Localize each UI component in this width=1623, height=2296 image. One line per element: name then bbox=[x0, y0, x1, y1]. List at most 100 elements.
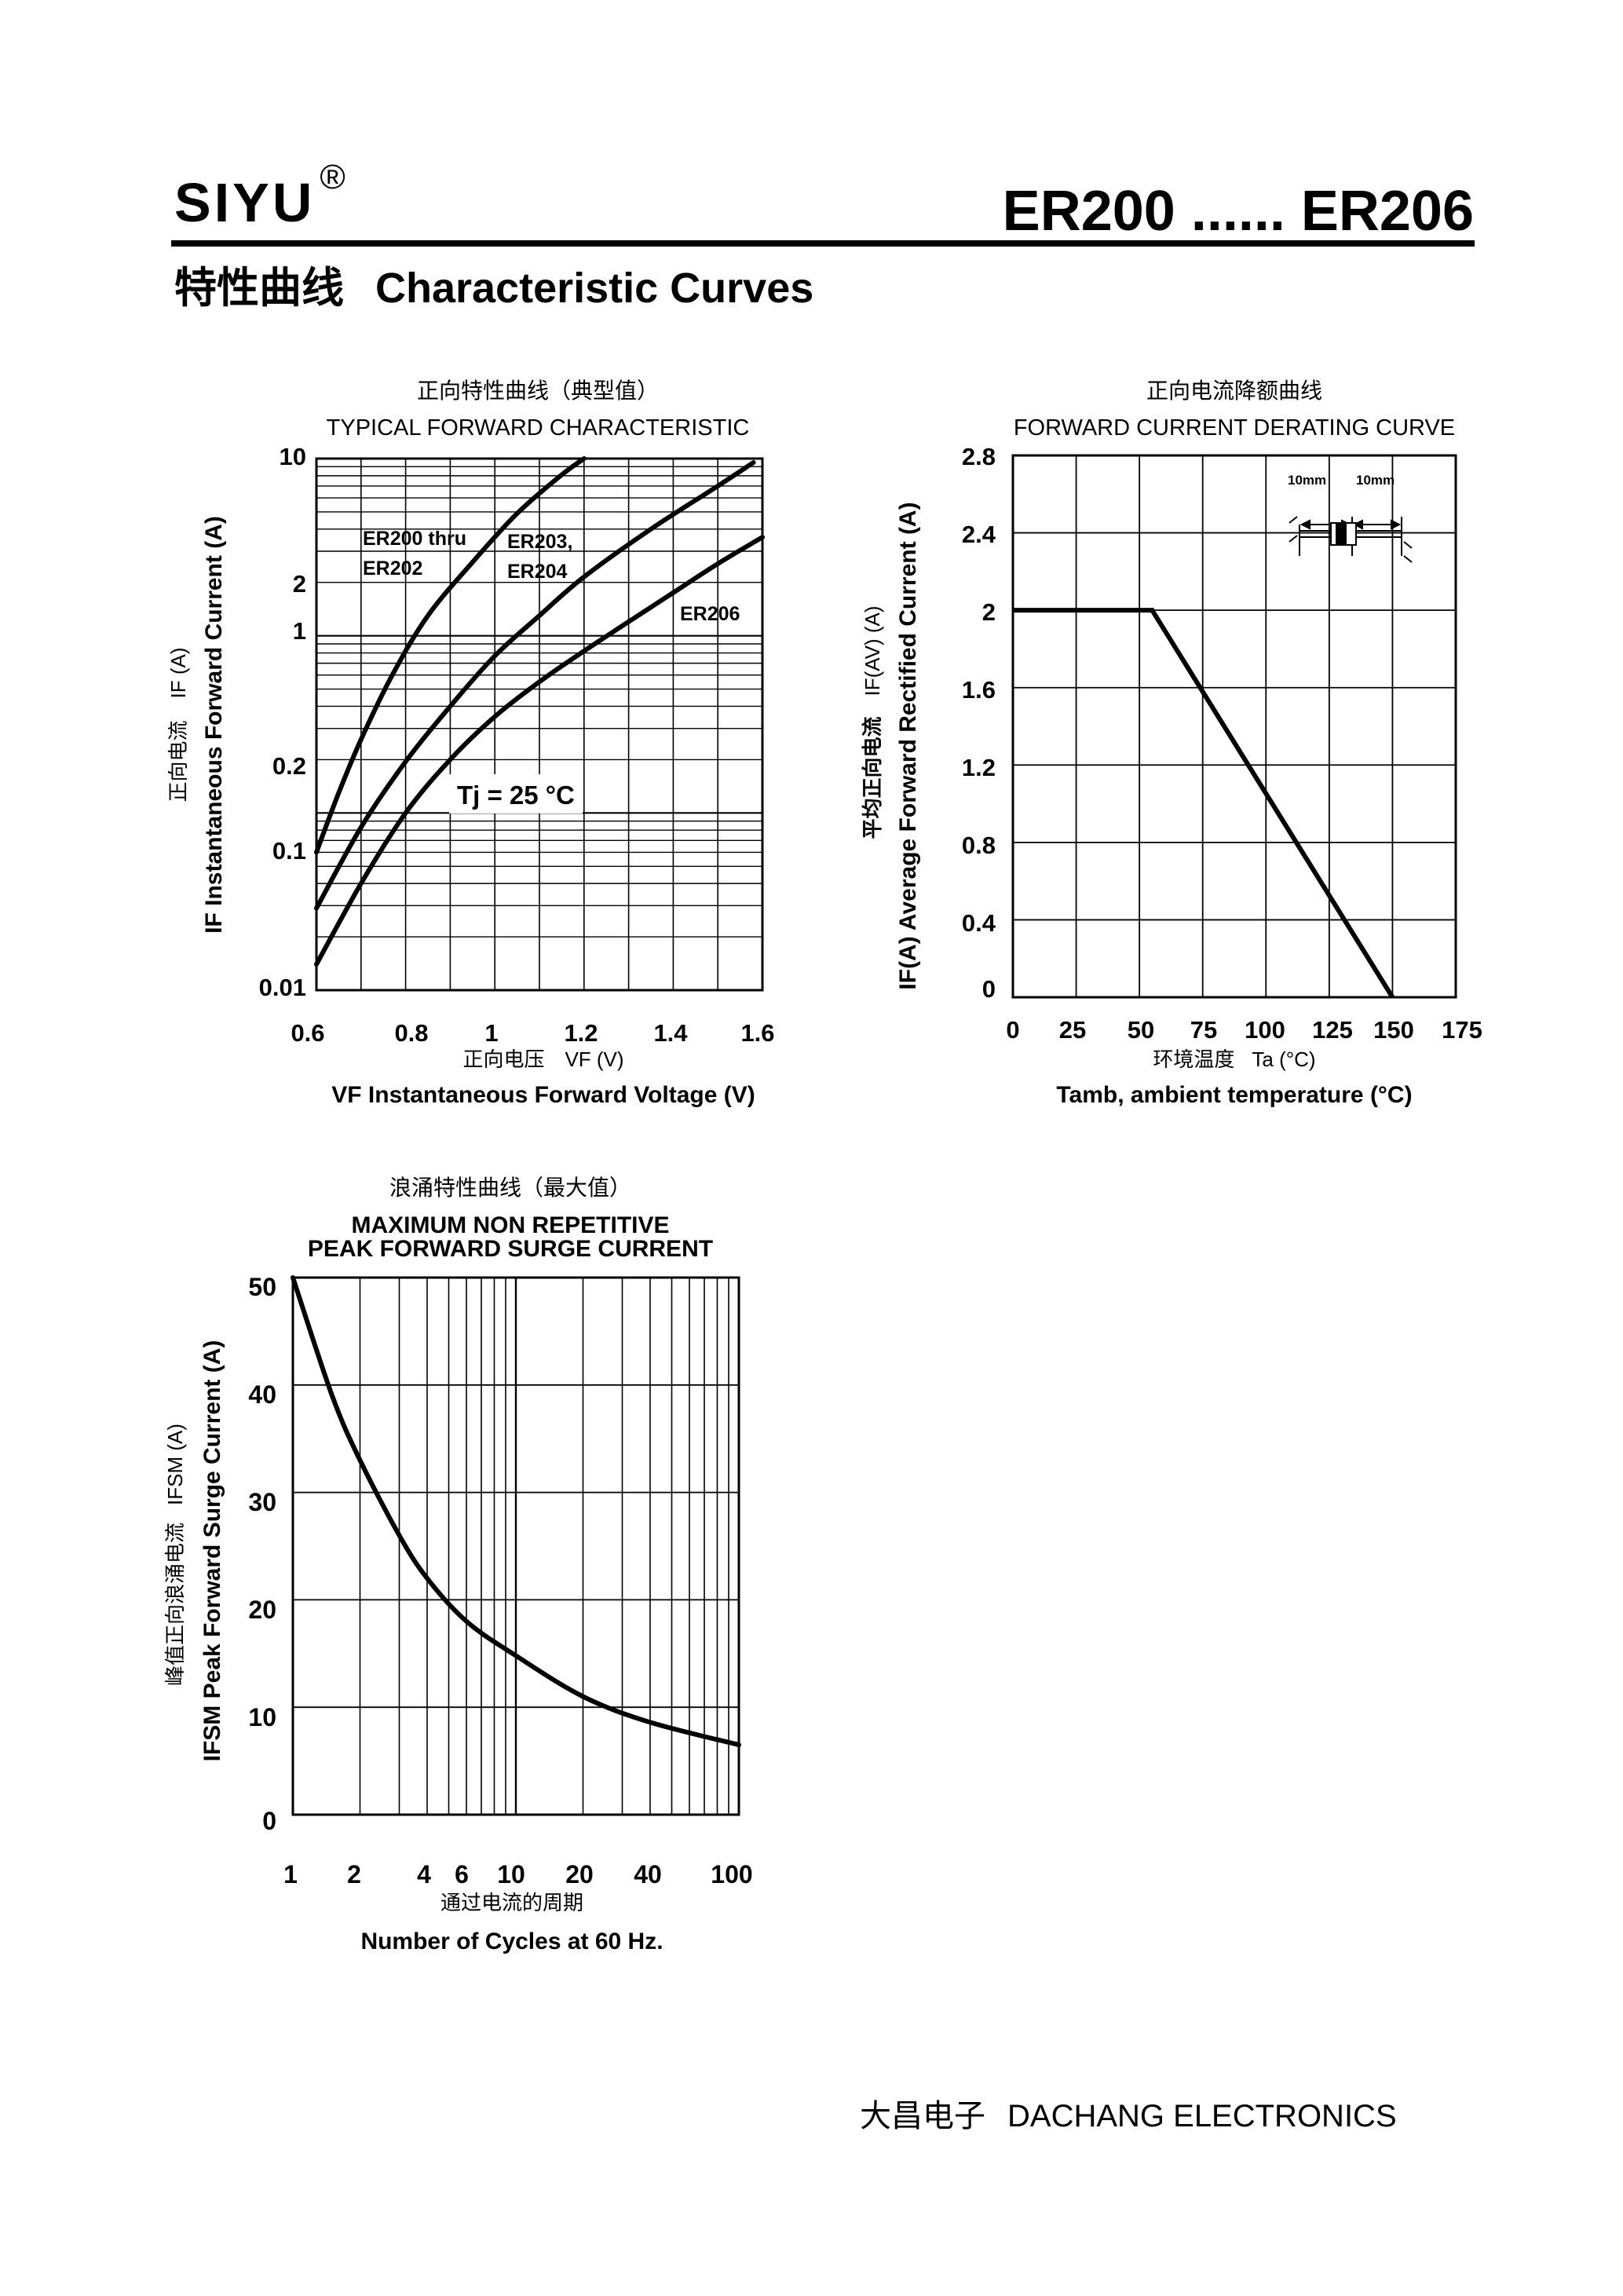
y-tick-label: 2 bbox=[293, 570, 306, 598]
y-tick-label: 1 bbox=[293, 617, 306, 645]
x-tick-label: 50 bbox=[1128, 1016, 1154, 1044]
lead-length-left: 10mm bbox=[1288, 473, 1326, 488]
surge-chart-curves bbox=[291, 1275, 741, 1748]
derating-chart: 正向电流降额曲线 FORWARD CURRENT DERATING CURVE … bbox=[861, 378, 1482, 1108]
section-title: 特性曲线 Characteristic Curves bbox=[174, 253, 813, 315]
y-tick-label: 10 bbox=[280, 443, 306, 470]
forward-ylabel-cn: 正向电流 bbox=[167, 720, 191, 802]
surge-curve bbox=[291, 1275, 741, 1748]
forward-ylabel-symbol: IF (A) bbox=[166, 647, 190, 698]
surge-ylabel: IFSM Peak Forward Surge Current (A) bbox=[199, 1340, 225, 1762]
y-tick-label: 1.2 bbox=[962, 754, 996, 781]
y-tick-label: 0.2 bbox=[272, 752, 306, 780]
x-tick-label: 150 bbox=[1373, 1016, 1414, 1044]
temperature-annotation: Tj = 25 °C bbox=[457, 781, 575, 810]
forward-xlabel-secondary: 正向电压 VF (V) bbox=[462, 1047, 623, 1072]
footer-company: 大昌电子 DACHANG ELECTRONICS bbox=[860, 2090, 1397, 2136]
x-tick-label: 20 bbox=[565, 1860, 594, 1888]
temperature-annotation-bg bbox=[449, 774, 583, 813]
x-tick-label: 175 bbox=[1442, 1016, 1482, 1044]
brand-logo: SIYU ® bbox=[174, 158, 349, 234]
header-rule bbox=[171, 240, 1475, 247]
brand-name: SIYU bbox=[174, 172, 316, 233]
derating-ylabel-cn: 平均正向电流 bbox=[861, 717, 885, 839]
derating-ylabel-symbol: IF(AV) (A) bbox=[861, 605, 884, 696]
forward-curve-er206 bbox=[314, 535, 765, 967]
lead-length-right: 10mm bbox=[1356, 473, 1395, 488]
x-tick-label: 1 bbox=[283, 1860, 298, 1888]
forward-chart-frame bbox=[315, 457, 764, 992]
surge-chart-grid bbox=[293, 1278, 739, 1815]
x-tick-label: 1.6 bbox=[740, 1019, 774, 1047]
x-tick-label: 4 bbox=[417, 1860, 431, 1888]
y-tick-label: 0.01 bbox=[259, 974, 306, 1001]
surge-chart-title-line2: PEAK FORWARD SURGE CURRENT bbox=[308, 1236, 713, 1262]
forward-curve-er203-er204 bbox=[314, 460, 756, 911]
x-tick-label: 1.4 bbox=[653, 1019, 688, 1047]
x-tick-label: 10 bbox=[497, 1860, 525, 1888]
forward-xlabel: VF Instantaneous Forward Voltage (V) bbox=[331, 1082, 755, 1108]
x-tick-label: 100 bbox=[711, 1860, 752, 1888]
forward-curve-er200-thru-er202 bbox=[314, 456, 587, 855]
section-title-cn: 特性曲线 bbox=[174, 263, 344, 313]
y-tick-label: 2 bbox=[982, 598, 996, 626]
y-tick-label: 0.4 bbox=[962, 909, 996, 937]
series-label-er200: ER200 thru bbox=[363, 528, 466, 550]
surge-chart: 浪涌特性曲线（最大值） MAXIMUM NON REPETITIVE PEAK … bbox=[163, 1175, 753, 1954]
y-tick-label: 20 bbox=[248, 1596, 276, 1624]
y-tick-label: 1.6 bbox=[962, 676, 996, 704]
x-tick-label: 1 bbox=[484, 1019, 498, 1047]
forward-xlabel-cn: 正向电压 bbox=[462, 1048, 544, 1072]
surge-chart-title-cn: 浪涌特性曲线（最大值） bbox=[389, 1175, 631, 1200]
x-tick-label: 6 bbox=[455, 1860, 469, 1888]
diode-lead-inset bbox=[1289, 516, 1413, 563]
derating-xlabel-symbol: Ta (°C) bbox=[1252, 1047, 1315, 1071]
y-tick-label: 10 bbox=[248, 1703, 276, 1731]
x-tick-label: 40 bbox=[634, 1860, 662, 1888]
surge-ylabel-symbol: IFSM (A) bbox=[163, 1424, 187, 1505]
forward-characteristic-chart: 正向特性曲线（典型值） TYPICAL FORWARD CHARACTERIST… bbox=[166, 378, 775, 1108]
y-tick-label: 40 bbox=[248, 1380, 276, 1409]
derating-chart-frame bbox=[1011, 454, 1457, 999]
forward-chart-title: TYPICAL FORWARD CHARACTERISTIC bbox=[327, 415, 750, 441]
series-label-er206: ER206 bbox=[680, 603, 740, 625]
derating-chart-curves bbox=[1013, 608, 1395, 999]
derating-ylabel: IF(A) Average Forward Rectified Current … bbox=[895, 502, 921, 989]
surge-chart-title-line1: MAXIMUM NON REPETITIVE bbox=[351, 1212, 669, 1238]
x-tick-label: 1.2 bbox=[564, 1019, 598, 1047]
x-tick-label: 25 bbox=[1059, 1016, 1086, 1044]
surge-ylabel-cn: 峰值正向浪涌电流 bbox=[164, 1523, 188, 1686]
derating-ylabel-secondary: 平均正向电流 IF(AV) (A) bbox=[861, 605, 885, 839]
derating-chart-grid bbox=[1013, 455, 1456, 997]
y-tick-label: 50 bbox=[248, 1273, 276, 1301]
derating-xlabel: Tamb, ambient temperature (°C) bbox=[1056, 1082, 1412, 1108]
y-tick-label: 0.1 bbox=[272, 837, 306, 865]
y-tick-label: 2.4 bbox=[962, 521, 996, 548]
model-range-title: ER200 ...... ER206 bbox=[1002, 180, 1474, 243]
surge-chart-frame bbox=[291, 1276, 740, 1816]
x-tick-label: 2 bbox=[347, 1860, 361, 1888]
y-tick-label: 0.8 bbox=[962, 832, 996, 859]
x-tick-label: 0.8 bbox=[394, 1019, 428, 1047]
x-tick-label: 75 bbox=[1190, 1016, 1217, 1044]
x-tick-label: 0 bbox=[1006, 1016, 1019, 1044]
surge-ylabel-secondary: 峰值正向浪涌电流 IFSM (A) bbox=[163, 1424, 188, 1686]
series-label-er203: ER203, bbox=[507, 531, 572, 553]
derating-xlabel-secondary: 环境温度 Ta (°C) bbox=[1153, 1047, 1315, 1072]
forward-ylabel-secondary: 正向电流 IF (A) bbox=[166, 647, 191, 802]
series-label-er200: ER202 bbox=[363, 558, 422, 579]
y-tick-label: 0 bbox=[982, 975, 996, 1003]
y-tick-label: 2.8 bbox=[962, 443, 996, 470]
section-title-en: Characteristic Curves bbox=[375, 265, 814, 312]
registered-mark: ® bbox=[320, 157, 349, 196]
surge-xlabel: Number of Cycles at 60 Hz. bbox=[360, 1929, 663, 1954]
x-tick-label: 125 bbox=[1312, 1016, 1353, 1044]
forward-chart-grid bbox=[316, 459, 762, 990]
footer-company-en: DACHANG ELECTRONICS bbox=[1007, 2099, 1397, 2133]
y-tick-label: 0 bbox=[262, 1807, 276, 1835]
surge-xlabel-cn: 通过电流的周期 bbox=[440, 1891, 583, 1914]
series-label-er203: ER204 bbox=[507, 561, 568, 583]
derating-chart-title: FORWARD CURRENT DERATING CURVE bbox=[1014, 415, 1455, 441]
derating-chart-title-cn: 正向电流降额曲线 bbox=[1146, 378, 1322, 403]
